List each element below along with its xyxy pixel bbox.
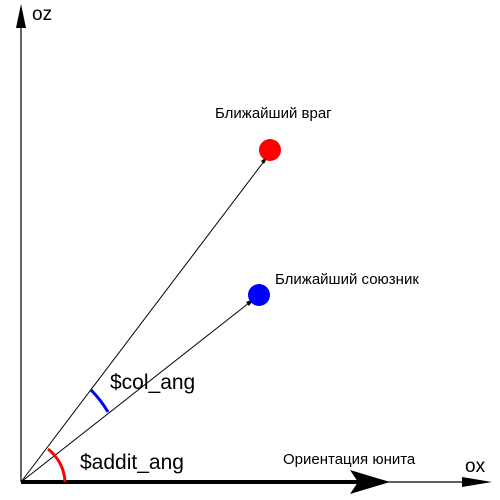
enemy-point bbox=[259, 139, 281, 161]
enemy-label: Ближайший враг bbox=[215, 105, 332, 122]
orientation-arrow bbox=[350, 470, 390, 494]
oz-axis-arrow bbox=[16, 4, 26, 28]
col-ang-arc bbox=[89, 388, 110, 413]
oz-axis-label: oz bbox=[32, 4, 52, 25]
orientation-label: Ориентация юнита bbox=[283, 451, 416, 468]
ox-axis-label: ox bbox=[465, 456, 486, 477]
addit-ang-arc bbox=[47, 447, 67, 483]
ally-label: Ближайший союзник bbox=[275, 271, 419, 288]
ox-axis-arrow bbox=[462, 477, 492, 487]
ally-direction-line bbox=[20, 298, 255, 483]
ally-point bbox=[248, 284, 270, 306]
addit-ang-label: $addit_ang bbox=[80, 451, 184, 474]
col-ang-label: $col_ang bbox=[110, 371, 195, 394]
enemy-direction-line bbox=[20, 155, 269, 483]
